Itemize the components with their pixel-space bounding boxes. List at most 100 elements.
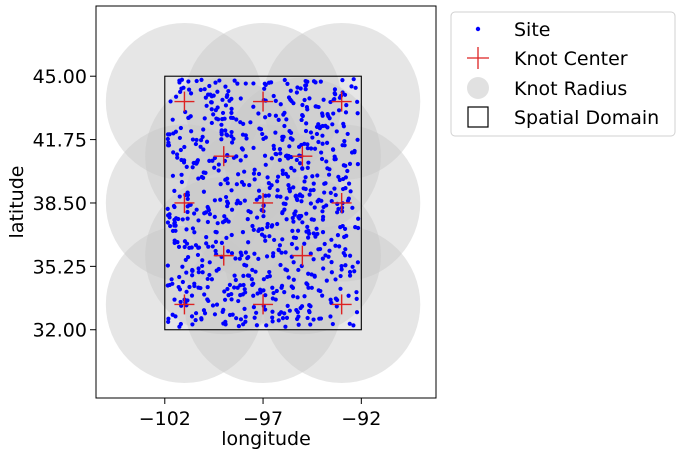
site-point <box>234 201 239 206</box>
site-point <box>226 249 231 254</box>
site-point <box>341 250 346 256</box>
site-point <box>355 137 360 142</box>
legend-spatial-domain-marker <box>467 106 489 128</box>
site-point <box>336 206 341 212</box>
site-point <box>267 112 272 118</box>
site-point <box>261 214 266 219</box>
site-point <box>251 293 256 298</box>
site-point <box>335 233 341 238</box>
site-point <box>301 186 306 191</box>
site-point <box>283 171 288 176</box>
site-point <box>299 142 304 148</box>
site-point <box>224 199 230 204</box>
site-point <box>213 239 219 244</box>
site-point <box>243 314 248 319</box>
site-point <box>168 99 173 104</box>
site-point <box>178 299 183 305</box>
site-point <box>229 129 234 135</box>
site-point <box>305 146 310 151</box>
site-point <box>193 141 198 147</box>
site-point <box>232 285 237 290</box>
site-point <box>306 235 311 240</box>
site-point <box>347 273 353 278</box>
site-point <box>282 311 287 316</box>
site-point <box>265 175 270 180</box>
site-point <box>240 132 246 137</box>
site-point <box>232 273 237 278</box>
legend-knot-radius-marker <box>467 77 489 99</box>
site-point <box>326 172 332 177</box>
site-point <box>315 173 320 178</box>
site-point <box>242 287 247 292</box>
site-point <box>333 243 338 248</box>
site-point <box>294 90 299 95</box>
site-point <box>317 316 322 321</box>
site-point <box>250 267 255 273</box>
site-point <box>189 129 194 134</box>
site-point <box>284 315 290 321</box>
site-point <box>277 157 282 163</box>
site-point <box>246 240 251 245</box>
site-point <box>295 85 300 90</box>
site-point <box>194 78 199 84</box>
site-point <box>303 87 308 92</box>
site-point <box>280 137 285 143</box>
site-point <box>306 228 311 233</box>
site-point <box>260 227 265 232</box>
site-point <box>336 174 341 179</box>
site-point <box>325 125 330 130</box>
site-point <box>294 307 299 313</box>
site-point <box>226 88 231 94</box>
site-point <box>297 193 302 198</box>
site-point <box>205 285 210 290</box>
site-point <box>298 305 303 311</box>
site-point <box>252 315 257 320</box>
site-point <box>335 210 340 215</box>
site-point <box>236 298 241 304</box>
site-point <box>306 271 311 276</box>
y-axis-ticks: 32.00 35.25 38.50 41.75 45.00 <box>33 66 96 342</box>
site-point <box>320 141 325 146</box>
site-point <box>328 314 333 319</box>
site-point <box>201 127 206 132</box>
site-point <box>251 304 256 310</box>
site-point <box>325 112 330 117</box>
site-point <box>238 200 243 206</box>
site-point <box>251 227 256 232</box>
site-point <box>205 276 210 282</box>
site-point <box>202 87 207 92</box>
site-point <box>300 166 305 171</box>
site-point <box>267 269 272 275</box>
site-point <box>172 188 177 193</box>
site-point <box>287 186 293 191</box>
site-point <box>276 117 281 122</box>
site-point <box>251 145 256 150</box>
site-point <box>252 167 257 172</box>
site-point <box>210 244 215 249</box>
site-point <box>229 110 234 115</box>
site-point <box>346 181 352 186</box>
site-point <box>263 193 268 198</box>
y-axis-label: latitude <box>6 166 28 239</box>
site-point <box>186 115 191 121</box>
site-point <box>282 123 287 129</box>
site-point <box>225 204 230 209</box>
site-point <box>330 321 335 327</box>
site-point <box>276 318 281 323</box>
site-point <box>212 312 218 317</box>
site-point <box>180 264 185 269</box>
knot-center-marker <box>213 146 234 167</box>
site-point <box>225 133 230 138</box>
site-point <box>309 285 314 290</box>
site-point <box>323 253 328 258</box>
site-point <box>275 221 280 227</box>
x-tick-label: −97 <box>243 408 283 430</box>
knot-center-marker <box>174 294 195 315</box>
site-point <box>291 235 297 240</box>
site-point <box>212 214 217 220</box>
site-point <box>321 266 326 271</box>
site-point <box>281 201 286 206</box>
site-point <box>308 146 314 151</box>
site-point <box>195 252 201 258</box>
site-point <box>214 302 220 307</box>
